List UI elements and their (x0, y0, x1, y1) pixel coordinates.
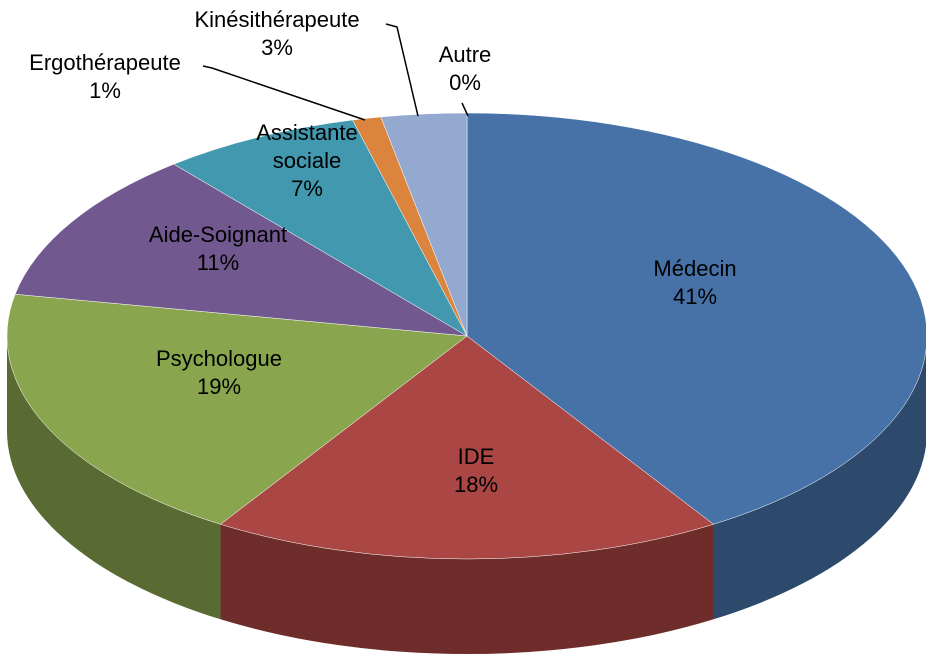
label-value: 0% (449, 70, 481, 95)
slice (219, 335, 715, 560)
label-name: Aide-Soignant (149, 222, 287, 247)
data-label: Autre 0% (439, 42, 492, 95)
label-name: IDE (458, 444, 495, 469)
leader-line (385, 23, 419, 117)
label-value: 11% (197, 250, 239, 275)
label-name: Kinésithérapeute (194, 7, 359, 32)
label-value: 7% (291, 176, 323, 201)
data-label: Médecin 41% (653, 256, 736, 309)
label-value: 1% (89, 78, 121, 103)
leader-line (202, 65, 366, 121)
labels: Médecin 41% IDE 18% Psychologue 19% Aide-Soign… (29, 7, 736, 497)
slice (466, 112, 926, 525)
label-name: Médecin (653, 256, 736, 281)
label-name: Psychologue (156, 346, 282, 371)
data-label: Kinésithérapeute 3% (194, 7, 359, 60)
label-name: Ergothérapeute (29, 50, 181, 75)
data-label: Ergothérapeute 1% (29, 50, 181, 103)
label-name-part: sociale (273, 148, 341, 173)
slice-side (220, 524, 714, 654)
slice (14, 163, 468, 337)
data-label: Psychologue 19% (156, 346, 282, 399)
slice-side (713, 350, 926, 620)
label-value: 3% (261, 35, 293, 60)
slice (173, 119, 468, 337)
slice-side-shade (713, 350, 926, 620)
data-label: Aide-Soignant 11% (149, 222, 287, 275)
data-label: IDE 18% (454, 444, 498, 497)
pie-tops (6, 112, 926, 560)
label-name-part: Assistante (256, 120, 358, 145)
slice-side-shade (7, 336, 221, 620)
label-value: 41% (673, 284, 717, 309)
label-value: 18% (454, 472, 498, 497)
leader-line (461, 102, 469, 117)
data-label: Assistante sociale 7% (256, 120, 358, 201)
slice-side-shade (220, 524, 714, 654)
label-value: 19% (197, 374, 241, 399)
slice (6, 293, 468, 525)
label-name: Autre (439, 42, 492, 67)
slice-side (7, 336, 221, 620)
pie-sides (7, 336, 926, 654)
